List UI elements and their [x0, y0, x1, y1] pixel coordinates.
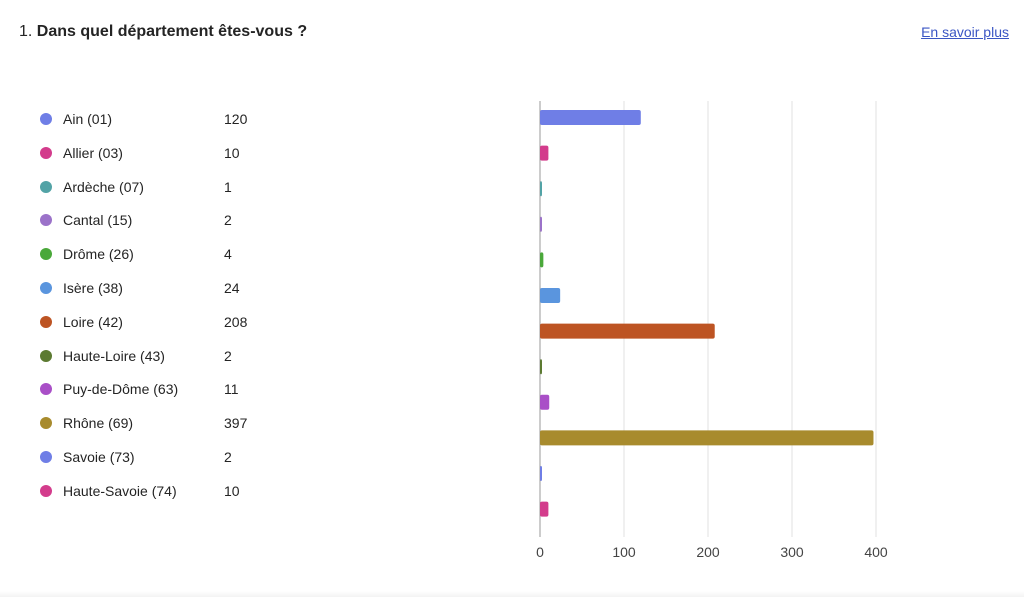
legend-label: Loire (42) [63, 313, 123, 330]
legend-dot-icon [40, 214, 52, 227]
legend-label: Haute-Loire (43) [63, 347, 165, 364]
legend-label: Savoie (73) [63, 449, 135, 465]
legend-value: 2 [224, 347, 232, 364]
legend-value: 10 [224, 482, 240, 499]
legend-value: 120 [224, 111, 248, 127]
legend-label: Allier (03) [63, 144, 123, 161]
bar[interactable] [540, 430, 874, 446]
legend-value: 10 [224, 144, 240, 161]
legend-dot-icon [40, 113, 52, 125]
question-number: 1. [19, 23, 33, 40]
legend-value: 2 [224, 212, 232, 229]
legend-dot-icon [40, 383, 52, 396]
bar[interactable] [540, 466, 542, 481]
x-tick-label: 100 [612, 544, 636, 560]
legend-label: Puy-de-Dôme (63) [63, 381, 179, 398]
legend-dot-icon [40, 282, 52, 294]
bar[interactable] [540, 145, 549, 161]
bar[interactable] [540, 501, 549, 517]
legend-dot-icon [40, 315, 52, 328]
x-tick-label: 200 [696, 544, 720, 560]
bar[interactable] [540, 359, 542, 375]
legend-label: Ain (01) [63, 111, 113, 127]
legend-item: Allier (03) 10 [40, 143, 280, 163]
legend-label: Haute-Savoie (74) [63, 482, 177, 499]
legend-dot-icon [40, 451, 52, 463]
legend-dot-icon [40, 248, 52, 261]
bar[interactable] [540, 110, 641, 125]
x-tick-label: 400 [864, 544, 888, 560]
bottom-divider [0, 591, 1024, 597]
legend-item: Ardèche (07) 1 [40, 177, 280, 197]
legend-label: Ardèche (07) [63, 178, 144, 195]
legend-value: 4 [224, 246, 232, 263]
legend-dot-icon [40, 349, 52, 362]
legend-value: 208 [224, 313, 248, 330]
bar[interactable] [540, 216, 542, 232]
legend-item: Savoie (73) 2 [40, 447, 280, 467]
bar[interactable] [540, 394, 550, 410]
legend-label: Drôme (26) [63, 246, 134, 263]
legend-item: Loire (42) 208 [40, 312, 280, 332]
bar[interactable] [540, 288, 561, 303]
legend-item: Ain (01) 120 [40, 109, 280, 129]
bar[interactable] [540, 181, 542, 197]
legend-value: 11 [224, 381, 239, 398]
legend-dot-icon [40, 417, 52, 430]
legend-item: Drôme (26) 4 [40, 244, 280, 264]
legend-item: Haute-Loire (43) 2 [40, 346, 280, 366]
legend-value: 1 [224, 178, 232, 195]
legend-item: Rhône (69) 397 [40, 413, 280, 433]
legend-value: 397 [224, 415, 248, 432]
legend-dot-icon [40, 146, 52, 159]
learn-more-link[interactable]: En savoir plus [921, 24, 1009, 40]
legend-item: Haute-Savoie (74) 10 [40, 481, 280, 501]
legend-value: 2 [224, 449, 232, 465]
question-text: Dans quel département êtes-vous ? [36, 23, 308, 40]
legend-label: Cantal (15) [63, 212, 133, 229]
bar[interactable] [540, 323, 715, 339]
legend-item: Cantal (15) 2 [40, 210, 280, 230]
legend-value: 24 [224, 280, 240, 296]
legend-dot-icon [40, 484, 52, 497]
legend-label: Isère (38) [63, 280, 123, 296]
legend-label: Rhône (69) [63, 415, 134, 432]
bar[interactable] [540, 252, 544, 268]
legend-item: Puy-de-Dôme (63) 11 [40, 379, 280, 399]
question-title: 1. Dans quel département êtes-vous ? [19, 22, 307, 42]
x-tick-label: 0 [536, 544, 544, 560]
legend-dot-icon [40, 180, 52, 193]
x-tick-label: 300 [780, 544, 804, 560]
legend-item: Isère (38) 24 [40, 278, 280, 298]
